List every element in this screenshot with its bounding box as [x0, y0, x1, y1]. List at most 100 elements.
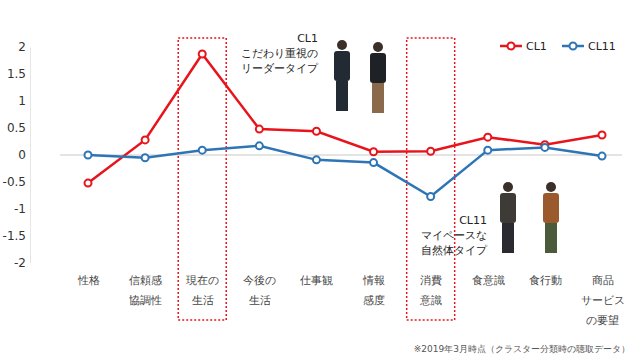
point [313, 156, 320, 163]
x-tick: 性格 [77, 274, 100, 287]
x-tick-label-line: 生活 [249, 294, 271, 307]
y-tick-label: -1.5 [3, 229, 26, 243]
annotation-line: マイペースな [421, 229, 487, 242]
legend-marker [508, 43, 515, 50]
figure-body [334, 51, 350, 81]
y-axis: -2 -1.5 -1 -0.5 0 0.5 1 1.5 2 [3, 40, 31, 270]
x-tick-label-line: 情報 [362, 274, 385, 287]
x-tick-label: 消費意識 [419, 274, 442, 307]
legend-marker [570, 43, 577, 50]
plot-area [85, 51, 606, 201]
y-tick: 1 [18, 94, 30, 108]
annotation: ※2019年3月時点（クラスター分類時の聴取データ） [414, 344, 630, 354]
x-tick-label: 仕事観 [300, 274, 333, 287]
x-tick: 信頼感協調性 [129, 274, 162, 307]
x-tick: 食行動 [529, 274, 562, 287]
y-tick: -1 [14, 202, 30, 216]
series-line [88, 146, 602, 197]
legend-item: CL11 [562, 40, 616, 53]
x-tick-label-line: 協調性 [129, 294, 162, 307]
x-tick: 消費意識 [419, 274, 442, 307]
point [142, 136, 149, 143]
figure [500, 182, 516, 253]
legend-item: CL1 [500, 40, 547, 53]
x-tick: 商品サービスの要望 [581, 274, 625, 327]
y-tick: -1.5 [3, 229, 30, 243]
point [85, 180, 92, 187]
y-axis-line [30, 48, 31, 264]
x-tick-label-line: 商品 [592, 274, 614, 287]
figure-head [503, 182, 513, 192]
point [427, 148, 434, 155]
highlight-box [407, 38, 455, 320]
x-tick-label: 食意識 [472, 274, 505, 287]
figure-head [337, 40, 347, 50]
point [599, 132, 606, 139]
y-tick: 1.5 [7, 67, 30, 81]
point [199, 51, 206, 58]
figure-legs [545, 223, 557, 253]
figure-body [370, 53, 386, 83]
x-tick-label: 現在の生活 [186, 274, 219, 307]
y-tick-label: 0.5 [7, 121, 26, 135]
legend-label: CL1 [526, 40, 547, 53]
x-tick-label: 今後の生活 [243, 274, 276, 307]
point [484, 147, 491, 154]
legend-label: CL11 [588, 40, 616, 53]
figure [334, 40, 350, 111]
y-tick: -2 [14, 256, 30, 270]
point [256, 142, 263, 149]
x-tick: 今後の生活 [243, 274, 276, 307]
point [427, 193, 434, 200]
x-tick-label-line: 消費 [420, 274, 442, 287]
point [484, 134, 491, 141]
y-tick: -0.5 [3, 175, 30, 189]
y-tick-label: 1.5 [7, 67, 26, 81]
annotation: CL11マイペースな自然体タイプ [421, 214, 488, 257]
x-tick-label: 商品サービスの要望 [581, 274, 625, 327]
x-tick: 食意識 [472, 274, 505, 287]
point [370, 159, 377, 166]
point [313, 128, 320, 135]
x-tick-label-line: 性格 [77, 274, 100, 287]
x-tick: 情報感度 [362, 274, 385, 307]
annotation-line: ※2019年3月時点（クラスター分類時の聴取データ） [414, 344, 630, 354]
x-tick: 仕事観 [300, 274, 333, 287]
x-tick-label: 情報感度 [362, 274, 385, 307]
x-tick-label: 性格 [77, 274, 100, 287]
point [142, 154, 149, 161]
x-tick-label-line: 感度 [363, 294, 385, 307]
y-tick-label: -1 [14, 202, 26, 216]
x-tick-label-line: 生活 [192, 294, 214, 307]
x-axis: 性格信頼感協調性現在の生活今後の生活仕事観情報感度消費意識食意識食行動商品サービ… [77, 274, 625, 327]
figure-head [373, 42, 383, 52]
figure [543, 182, 559, 253]
annotation-line: こだわり重視の [241, 47, 318, 60]
point [541, 144, 548, 151]
x-tick: 現在の生活 [186, 274, 219, 307]
figure-head [546, 182, 556, 192]
annotation-line: CL1 [297, 32, 318, 45]
x-tick-label-line: 信頼感 [129, 274, 162, 287]
figure-body [543, 193, 559, 223]
point [256, 126, 263, 133]
y-tick: 0 [18, 148, 30, 162]
x-tick-label-line: 今後の [243, 274, 276, 287]
y-tick-label: -2 [14, 256, 26, 270]
x-tick-label-line: の要望 [586, 314, 619, 327]
x-tick-label-line: 食意識 [472, 274, 505, 287]
chart: -2-1.5-1-0.500.511.52性格信頼感協調性現在の生活今後の生活仕… [0, 0, 640, 360]
annotation: CL1 こだわり重視のリーダータイプ [241, 32, 319, 75]
y-tick: 2 [18, 40, 30, 54]
annotation-line: リーダータイプ [241, 62, 319, 75]
x-tick-label-line: 食行動 [529, 274, 562, 287]
annotation-line: CL11 [459, 214, 487, 227]
point [370, 148, 377, 155]
y-tick-label: 1 [18, 94, 26, 108]
y-tick-label: -0.5 [3, 175, 26, 189]
point [599, 153, 606, 160]
figure [370, 42, 386, 113]
figure-legs [336, 81, 348, 111]
x-tick-label-line: 意識 [419, 294, 442, 307]
figure-body [500, 193, 516, 223]
